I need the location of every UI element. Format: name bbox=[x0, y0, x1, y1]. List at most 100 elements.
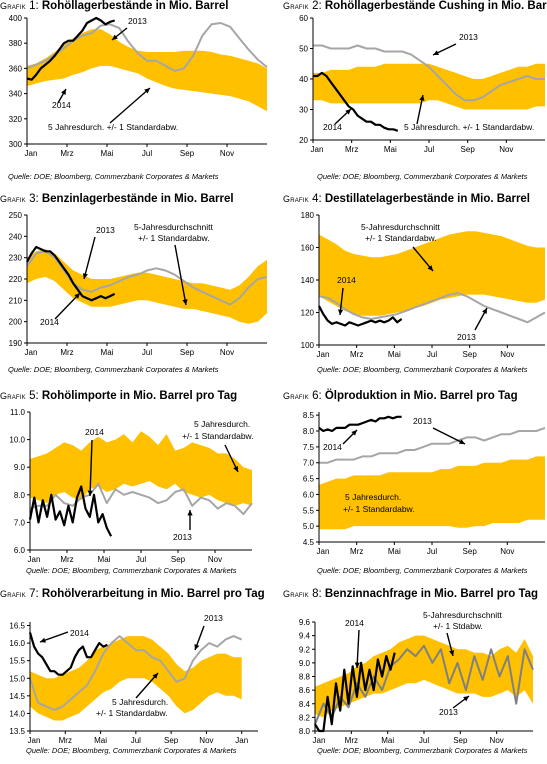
y-tick-label: 8.8 bbox=[299, 673, 311, 682]
y-tick-label: 8.0 bbox=[303, 427, 315, 436]
y-tick-label: 8.4 bbox=[299, 700, 311, 709]
chart-title: Grafik 7: Rohölverarbeitung in Mio. Barr… bbox=[0, 588, 265, 600]
chart-source: Quelle: DOE; Bloomberg, Commerzbank Corp… bbox=[317, 566, 528, 575]
x-tick-label: Nov bbox=[500, 350, 514, 359]
chart-title-number: 2 bbox=[308, 0, 319, 12]
title-colon: : bbox=[35, 390, 42, 402]
arrow-head bbox=[459, 439, 465, 444]
annotation: +/- 1 Standardabw. bbox=[96, 708, 168, 718]
chart-panel-g5: Grafik 5: Rohölimporte in Mio. Barrel pr… bbox=[0, 390, 272, 584]
chart-source: Quelle: DOE; Bloomberg, Commerzbank Corp… bbox=[317, 746, 528, 755]
x-tick-label: Mrz bbox=[59, 736, 72, 744]
x-tick-label: Mai bbox=[388, 547, 401, 556]
arrow-head bbox=[87, 490, 93, 496]
chart-panel-g2: Grafik 2: Rohöllagerbestände Cushing in … bbox=[283, 0, 547, 190]
annotation-arrow bbox=[83, 236, 96, 280]
annotation: 2014 bbox=[323, 442, 342, 452]
chart-svg: 300 320 340 360 380 400 Jan Mrz Mai Jul Sep Nov 2013… bbox=[9, 14, 268, 158]
series-line-2014 bbox=[28, 632, 108, 676]
series-line-2013 bbox=[314, 644, 534, 725]
x-tick-label: Jul bbox=[424, 145, 434, 154]
chart-title-text: Rohölverarbeitung in Mio. Barrel pro Tag bbox=[41, 588, 265, 600]
y-tick-label: 300 bbox=[9, 140, 23, 149]
chart-title: Grafik 2: Rohöllagerbestände Cushing in … bbox=[283, 0, 547, 12]
arrow-head bbox=[82, 273, 88, 279]
annotation-arrow bbox=[89, 439, 93, 497]
x-tick-label: Nov bbox=[199, 736, 213, 744]
chart-title-prefix: Grafik bbox=[0, 194, 26, 204]
y-tick-label: 6.0 bbox=[14, 546, 26, 555]
annotation: +/- 1 Standardabw. bbox=[182, 431, 254, 441]
series-line-2013 bbox=[313, 44, 545, 102]
y-tick-label: 7.0 bbox=[303, 459, 315, 468]
arrow-head bbox=[233, 466, 239, 472]
y-tick-label: 240 bbox=[9, 232, 23, 241]
y-tick-label: 8.0 bbox=[299, 727, 311, 736]
arrow-head bbox=[354, 662, 360, 668]
band-area bbox=[27, 29, 267, 112]
chart-title-number: 7 bbox=[25, 588, 36, 600]
x-tick-label: Jul bbox=[142, 149, 152, 158]
series-line-2013 bbox=[319, 426, 546, 464]
chart-panel-g7: Grafik 7: Rohölverarbeitung in Mio. Barr… bbox=[0, 588, 272, 764]
chart-source: Quelle: DOE; Bloomberg, Commerzbank Corp… bbox=[26, 746, 237, 755]
x-tick-label: Sep bbox=[171, 555, 186, 564]
arrow-head bbox=[187, 510, 193, 516]
chart-source: Quelle: DOE; Bloomberg, Commerzbank Corp… bbox=[26, 566, 237, 575]
x-tick-label: Sep bbox=[463, 350, 478, 359]
x-tick-label: Sep bbox=[453, 736, 468, 744]
x-tick-label: Jan bbox=[311, 145, 324, 154]
chart-title: Grafik 3: Benzinlagerbestände in Mio. Ba… bbox=[0, 193, 234, 205]
arrow-head bbox=[112, 34, 118, 40]
y-tick-label: 360 bbox=[9, 64, 23, 73]
annotation: 5-Jahresdurchschnitt bbox=[423, 610, 503, 620]
y-tick-label: 10.0 bbox=[9, 436, 25, 445]
arrow-head bbox=[463, 696, 469, 702]
y-tick-label: 13.5 bbox=[9, 727, 25, 736]
chart-title-prefix: Grafik bbox=[283, 589, 309, 599]
chart-title-prefix: Grafik bbox=[283, 194, 309, 204]
arrow-head bbox=[482, 308, 487, 314]
annotation: 2014 bbox=[70, 628, 89, 638]
x-tick-label: Mrz bbox=[60, 149, 73, 158]
x-tick-label: Mai bbox=[381, 736, 394, 744]
y-tick-label: 6.5 bbox=[303, 475, 315, 484]
y-tick-label: 8.0 bbox=[14, 491, 26, 500]
x-tick-label: Mai bbox=[94, 736, 107, 744]
annotation: +/- 1 Standardabw. bbox=[343, 504, 415, 514]
chart-title-number: 5 bbox=[25, 390, 36, 402]
chart-title: Grafik 5: Rohölimporte in Mio. Barrel pr… bbox=[0, 390, 237, 402]
x-tick-label: Jul bbox=[427, 547, 437, 556]
chart-title-text: Rohölimporte in Mio. Barrel pro Tag bbox=[41, 390, 238, 402]
annotation: 5 Jahresdurch. +/- 1 Standardabw. bbox=[404, 122, 534, 132]
chart-source: Quelle: DOE; Bloomberg, Commerzbank Corp… bbox=[317, 172, 528, 181]
band-area bbox=[30, 431, 252, 506]
annotation: 2013 bbox=[96, 225, 115, 235]
y-tick-label: 14.0 bbox=[9, 709, 25, 718]
series-line-2014 bbox=[313, 71, 399, 132]
x-tick-label: Sep bbox=[180, 348, 195, 357]
chart-svg: 6.0 7.0 8.0 9.0 10.0 11.0 Jan Mrz Mai Jul Sep Nov 20… bbox=[9, 408, 254, 564]
arrow-head bbox=[152, 673, 158, 679]
chart-panel-g8: Grafik 8: Benzinnachfrage in Mio. Barrel… bbox=[283, 588, 547, 764]
x-tick-label: Jan bbox=[28, 736, 41, 744]
chart-title: Grafik 1: Rohöllagerbestände in Mio. Bar… bbox=[0, 0, 228, 12]
y-tick-label: 190 bbox=[9, 339, 23, 348]
annotation: 2013 bbox=[128, 16, 147, 26]
y-tick-label: 210 bbox=[9, 296, 23, 305]
annotation: 5-Jahresdurchschnitt bbox=[134, 222, 214, 232]
band-area bbox=[315, 635, 533, 718]
title-colon: : bbox=[318, 588, 325, 600]
y-tick-label: 9.2 bbox=[299, 645, 311, 654]
chart-title-prefix: Grafik bbox=[0, 391, 26, 401]
chart-svg: 4.5 5.0 5.5 6.0 6.5 7.0 7.5 8.0 8.5 Jan Mrz Mai Jul S… bbox=[303, 411, 546, 556]
arrow-head bbox=[449, 650, 455, 656]
y-tick-label: 340 bbox=[9, 90, 23, 99]
annotation: +/- 1 Standardabw. bbox=[365, 233, 437, 243]
chart-title-text: Rohöllagerbestände Cushing in Mio. Barre… bbox=[324, 0, 547, 12]
title-colon: : bbox=[35, 588, 42, 600]
series-line-2014 bbox=[28, 485, 113, 537]
y-tick-label: 40 bbox=[299, 75, 308, 84]
x-tick-label: Jan bbox=[28, 555, 41, 564]
x-tick-label: Mrz bbox=[60, 348, 73, 357]
